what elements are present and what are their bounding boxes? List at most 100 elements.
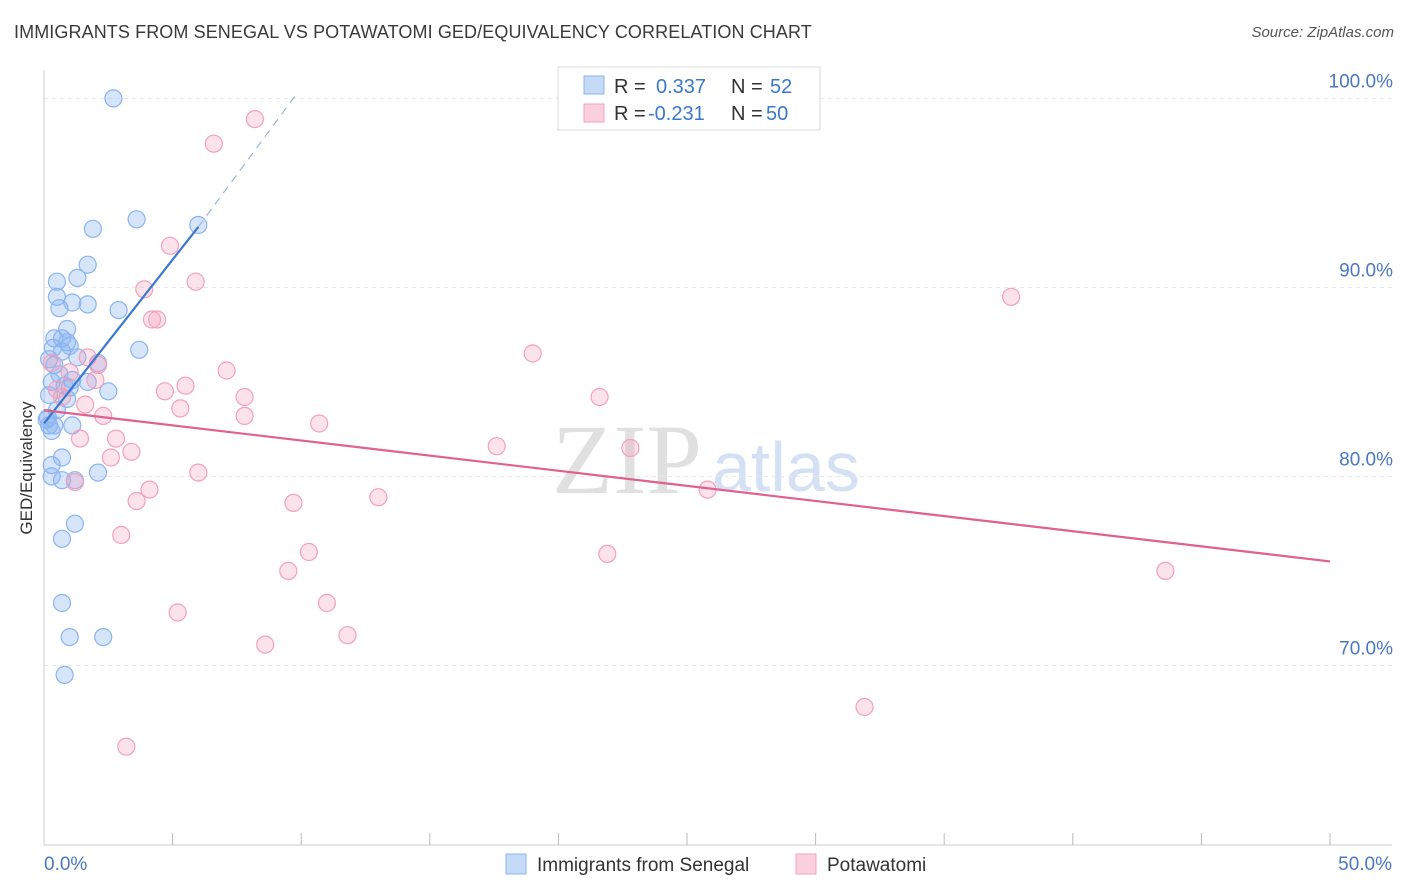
y-tick-labels: 100.0% 90.0% 80.0% 70.0% <box>1329 71 1394 659</box>
legend-r-value-2: -0.231 <box>648 103 705 125</box>
potawatomi-point-41 <box>279 561 298 581</box>
watermark-atlas: atlas <box>712 428 860 506</box>
potawatomi-point-42 <box>317 593 336 613</box>
potawatomi-point-11 <box>88 355 108 374</box>
potawatomi-point-22 <box>235 406 254 425</box>
potawatomi-point-40 <box>1156 561 1175 581</box>
potawatomi-point-39 <box>598 544 617 564</box>
potawatomi-point-25 <box>70 429 90 448</box>
senegal-point-44 <box>60 627 79 647</box>
potawatomi-point-24 <box>106 429 126 448</box>
potawatomi-point-1 <box>204 134 223 153</box>
potawatomi-point-27 <box>621 438 640 458</box>
legend-r-label-1: R = <box>614 76 646 98</box>
source-label: Source: ZipAtlas.com <box>1251 24 1394 41</box>
senegal-point-6 <box>47 272 67 291</box>
trend-layer <box>43 94 1331 563</box>
legend-r-label-2: R = <box>614 103 646 125</box>
potawatomi-point-29 <box>101 448 121 467</box>
legend-swatch-potawatomi <box>583 103 605 123</box>
legend-n-value-1: 52 <box>770 76 792 98</box>
senegal-point-2 <box>189 215 208 235</box>
watermark: ZIP atlas <box>552 404 860 515</box>
x-tick-marks <box>172 833 1331 845</box>
potawatomi-point-8 <box>523 344 542 363</box>
senegal-point-26 <box>99 382 118 401</box>
senegal-point-45 <box>94 627 113 647</box>
potawatomi-point-4 <box>135 280 154 299</box>
senegal-point-49 <box>68 348 87 367</box>
x-tick-label-min: 0.0% <box>44 854 87 875</box>
potawatomi-point-48 <box>47 380 67 399</box>
senegal-point-36 <box>88 463 108 482</box>
potawatomi-point-5 <box>142 310 162 329</box>
senegal-point-11 <box>109 301 128 320</box>
senegal-point-10 <box>50 299 69 318</box>
bottom-legend-swatch-senegal <box>505 853 527 875</box>
potawatomi-point-49 <box>60 363 79 382</box>
potawatomi-point-6 <box>148 310 167 329</box>
senegal-point-43 <box>52 593 72 613</box>
potawatomi-point-31 <box>65 473 85 492</box>
potawatomi-point-32 <box>140 480 159 499</box>
watermark-zip: ZIP <box>552 404 702 515</box>
potawatomi-point-26 <box>487 437 506 456</box>
senegal-point-40 <box>42 456 61 475</box>
potawatomi-point-12 <box>217 361 236 380</box>
potawatomi-point-35 <box>369 488 388 507</box>
senegal-point-0 <box>104 89 123 108</box>
senegal-point-42 <box>52 529 72 548</box>
potawatomi-point-45 <box>256 635 275 654</box>
potawatomi-point-17 <box>590 387 609 407</box>
points-layer <box>37 89 1175 756</box>
gridlines <box>44 97 1392 666</box>
potawatomi-trend-line <box>43 409 1331 563</box>
bottom-legend-label-senegal: Immigrants from Senegal <box>537 855 749 876</box>
senegal-point-3 <box>83 219 103 238</box>
y-axis-label: GED/Equivalency <box>17 401 36 535</box>
y-tick-label-100: 100.0% <box>1329 71 1394 92</box>
potawatomi-point-15 <box>155 382 174 401</box>
potawatomi-point-43 <box>168 603 187 622</box>
chart-title: IMMIGRANTS FROM SENEGAL VS POTAWATOMI GE… <box>14 22 812 42</box>
y-tick-label-90: 90.0% <box>1339 260 1393 281</box>
y-tick-label-80: 80.0% <box>1339 449 1393 470</box>
x-tick-label-max: 50.0% <box>1338 854 1392 875</box>
y-tick-label-70: 70.0% <box>1339 638 1393 659</box>
potawatomi-point-0 <box>245 109 264 129</box>
series-legend: Immigrants from Senegal Potawatomi <box>505 853 926 876</box>
potawatomi-point-23 <box>310 414 329 433</box>
legend-r-value-1: 0.337 <box>656 76 706 98</box>
potawatomi-point-34 <box>127 491 146 511</box>
potawatomi-point-2 <box>160 236 180 255</box>
potawatomi-point-19 <box>76 395 95 414</box>
potawatomi-point-46 <box>855 697 874 717</box>
senegal-point-46 <box>55 665 74 685</box>
senegal-point-50 <box>43 338 63 357</box>
potawatomi-point-44 <box>338 626 357 645</box>
potawatomi-point-16 <box>235 387 254 407</box>
bottom-legend-label-potawatomi: Potawatomi <box>827 855 926 876</box>
potawatomi-point-47 <box>117 737 136 756</box>
potawatomi-point-13 <box>86 370 105 390</box>
legend-n-value-2: 50 <box>766 103 788 125</box>
bottom-legend-swatch-potawatomi <box>795 853 817 875</box>
senegal-point-4 <box>78 255 97 274</box>
potawatomi-point-28 <box>122 442 141 461</box>
potawatomi-point-7 <box>1001 287 1021 306</box>
potawatomi-point-20 <box>171 399 190 418</box>
senegal-point-17 <box>130 340 149 359</box>
senegal-point-1 <box>127 210 146 229</box>
legend-swatch-senegal <box>583 75 605 95</box>
potawatomi-point-38 <box>299 542 318 562</box>
potawatomi-point-14 <box>176 376 195 395</box>
senegal-point-9 <box>78 295 97 314</box>
stats-legend: R = 0.337 N = 52 R = -0.231 N = 50 <box>557 66 821 131</box>
potawatomi-point-10 <box>42 353 61 373</box>
potawatomi-point-37 <box>112 525 131 545</box>
senegal-trend-line <box>43 226 200 425</box>
potawatomi-point-3 <box>186 272 205 291</box>
potawatomi-point-36 <box>284 493 303 512</box>
senegal-point-5 <box>68 268 87 287</box>
